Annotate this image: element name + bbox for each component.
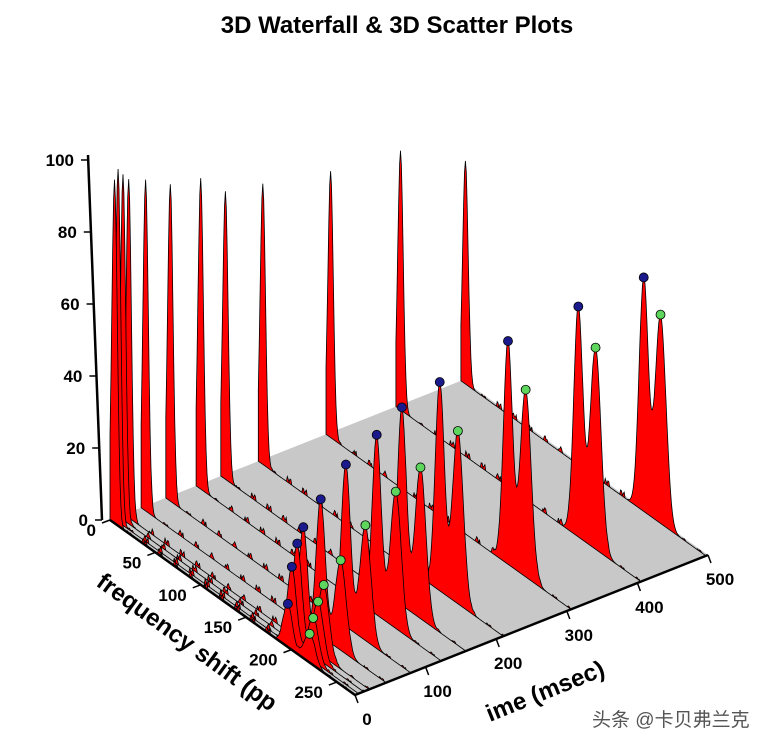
waterfall-slice [123, 179, 370, 691]
scatter-point-blue [292, 538, 303, 549]
scatter-point-blue [371, 429, 382, 440]
y-tick [707, 554, 712, 564]
x-tick [101, 519, 111, 524]
scatter-point-green [335, 555, 346, 566]
y-tick [354, 694, 359, 704]
y-tick [566, 610, 571, 620]
waterfall-slice [140, 179, 387, 684]
waterfall-slice [113, 168, 359, 694]
waterfall-slice [325, 171, 572, 611]
y-tick-label: 500 [706, 570, 734, 589]
scatter-point-green [304, 628, 315, 639]
x-tick [328, 681, 338, 686]
scatter-point-blue [434, 377, 445, 387]
scatter-point-blue [298, 522, 309, 533]
scatter-point-blue [315, 494, 326, 505]
scatter-point-green [452, 426, 463, 436]
scatter-point-green [308, 613, 319, 623]
x-tick [192, 584, 202, 589]
scatter-point-green [313, 596, 324, 607]
y-tick-label: 300 [565, 626, 593, 645]
scatter-point-green [415, 462, 426, 473]
scatter-point-green [520, 384, 531, 395]
scatter-point-green [655, 309, 666, 320]
x-axis-line [109, 518, 356, 697]
scatter-point-green [318, 580, 329, 590]
z-tick-label: 40 [63, 367, 82, 386]
waterfall-slice [118, 174, 364, 693]
x-tick [147, 551, 156, 557]
y-tick-label: 100 [423, 682, 451, 701]
x-tick-label: 200 [249, 651, 277, 670]
x-tick-label: 50 [122, 553, 141, 572]
scatter-point-blue [282, 598, 293, 609]
scatter-point-blue [573, 301, 584, 312]
chart-title: 3D Waterfall & 3D Scatter Plots [221, 12, 574, 39]
scatter-point-blue [340, 459, 351, 470]
y-axis-line [354, 553, 709, 697]
scatter-point-green [360, 520, 371, 531]
scatter-point-green [390, 486, 401, 497]
y-tick-label: 200 [494, 654, 522, 673]
x-tick [237, 616, 247, 621]
x-tick-label: 100 [158, 586, 186, 605]
scatter-point-blue [503, 336, 513, 346]
watermark: 头条 @卡贝弗兰克 [592, 709, 750, 731]
scatter-point-blue [638, 272, 649, 283]
y-tick-label: 0 [362, 710, 371, 729]
y-tick [636, 582, 642, 592]
x-tick-label: 250 [294, 683, 322, 702]
z-tick-label: 20 [66, 439, 85, 458]
x-tick-label: 150 [204, 618, 232, 637]
x-tick [283, 648, 292, 654]
scatter-point-blue [396, 402, 407, 413]
z-tick-label: 0 [79, 511, 88, 530]
z-tick-label: 60 [61, 295, 80, 314]
y-tick [495, 638, 500, 648]
z-axis-line [86, 154, 104, 521]
scatter-point-blue [286, 561, 297, 572]
y-tick [424, 666, 430, 676]
scatter-point-green [590, 342, 601, 353]
y-tick-label: 400 [635, 598, 663, 617]
z-tick-label: 100 [46, 151, 74, 170]
x-tick-label: 0 [87, 521, 96, 540]
z-tick-label: 80 [58, 223, 77, 242]
